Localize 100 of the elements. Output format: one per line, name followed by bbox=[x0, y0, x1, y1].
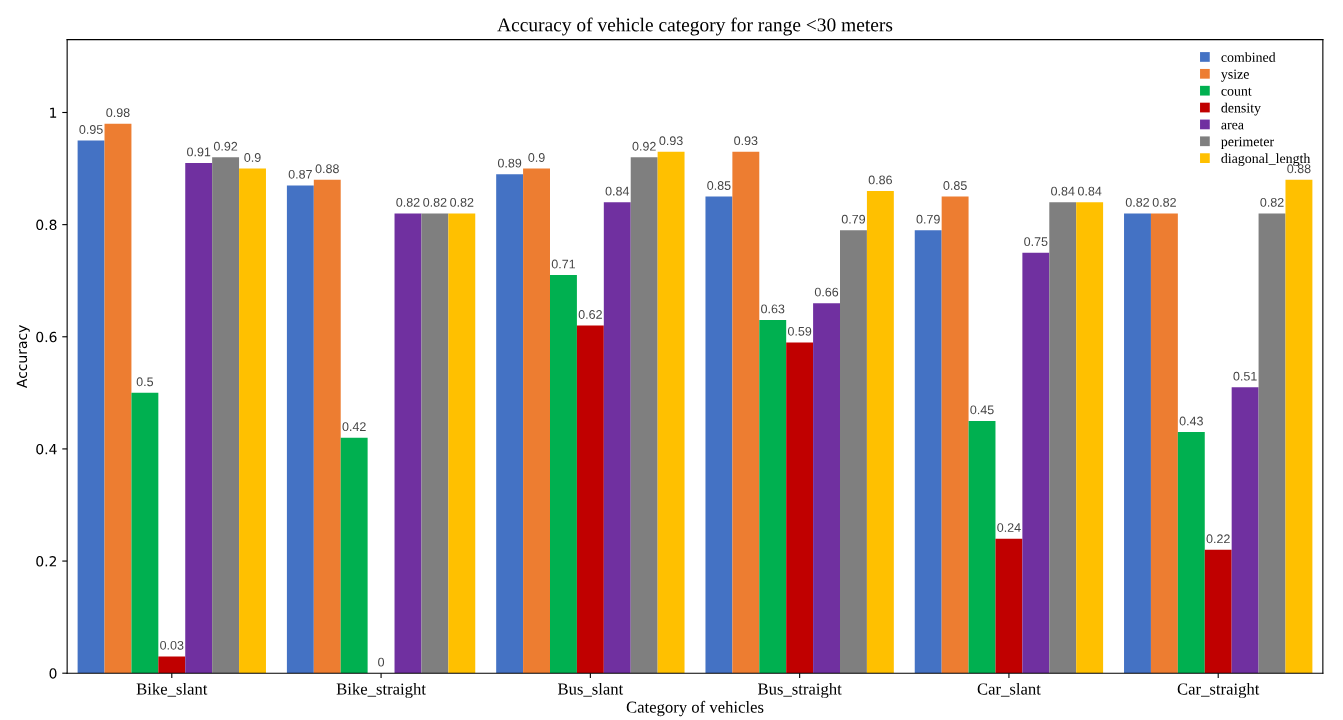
x-axis-title: Category of vehicles bbox=[626, 700, 764, 717]
x-tick-label: Bus_slant bbox=[557, 682, 624, 697]
bar bbox=[1022, 252, 1050, 674]
data-label: 0 bbox=[378, 657, 385, 667]
bar bbox=[313, 179, 341, 674]
data-label: 0.59 bbox=[787, 326, 812, 336]
bar bbox=[732, 151, 760, 674]
data-label: 0.62 bbox=[578, 310, 602, 319]
legend-label: perimeter bbox=[1221, 136, 1274, 150]
data-label: 0.98 bbox=[106, 108, 130, 118]
data-label: 0.84 bbox=[1077, 186, 1102, 196]
data-label: 0.82 bbox=[1152, 197, 1176, 207]
y-tick-label: 0.6 bbox=[36, 331, 57, 343]
legend-label: density bbox=[1221, 102, 1261, 116]
data-label: 0.85 bbox=[707, 181, 731, 190]
data-label: 0.88 bbox=[315, 164, 339, 174]
legend-label: area bbox=[1221, 122, 1244, 130]
bar bbox=[968, 420, 996, 674]
bar bbox=[496, 174, 524, 674]
data-label: 0.91 bbox=[187, 147, 211, 157]
bar bbox=[158, 656, 186, 674]
x-tick-label: Bike_slant bbox=[136, 682, 208, 697]
data-label: 0.75 bbox=[1024, 237, 1048, 247]
bar bbox=[1258, 213, 1286, 674]
y-tick-label: 1 bbox=[50, 107, 57, 118]
bar bbox=[212, 157, 240, 674]
bar bbox=[523, 168, 550, 674]
bar bbox=[1124, 213, 1151, 674]
data-label: 0.84 bbox=[605, 186, 630, 196]
data-label: 0.82 bbox=[423, 197, 447, 207]
bar bbox=[1231, 387, 1259, 674]
bar bbox=[448, 213, 476, 674]
data-label: 0.87 bbox=[288, 169, 312, 179]
data-label: 0.9 bbox=[244, 153, 261, 162]
bar bbox=[239, 168, 266, 674]
bar bbox=[131, 392, 159, 674]
y-tick-label: 0.2 bbox=[36, 556, 57, 567]
legend-label: combined bbox=[1221, 52, 1276, 62]
bar bbox=[941, 196, 969, 674]
data-label: 0.93 bbox=[659, 136, 683, 146]
bar bbox=[394, 213, 422, 674]
bar bbox=[866, 190, 894, 674]
bar bbox=[786, 342, 814, 674]
data-label: 0.03 bbox=[160, 640, 184, 650]
data-label: 0.82 bbox=[450, 197, 474, 207]
legend-label: ysize bbox=[1221, 69, 1249, 82]
data-label: 0.85 bbox=[943, 181, 967, 190]
data-label: 0.43 bbox=[1179, 416, 1203, 426]
bar bbox=[421, 213, 449, 674]
legend-label: count bbox=[1221, 87, 1252, 96]
y-tick-label: 0.8 bbox=[36, 219, 57, 231]
data-label: 0.22 bbox=[1206, 534, 1230, 544]
data-label: 0.24 bbox=[997, 523, 1021, 532]
bar bbox=[1177, 432, 1205, 674]
x-tick-label: Car_straight bbox=[1177, 682, 1260, 699]
data-label: 0.88 bbox=[1287, 164, 1311, 174]
bar bbox=[840, 230, 867, 674]
data-label: 0.82 bbox=[1125, 197, 1150, 207]
bar bbox=[185, 162, 213, 674]
bar bbox=[1285, 179, 1313, 674]
bar bbox=[630, 157, 658, 674]
bar bbox=[603, 202, 631, 674]
bar bbox=[705, 196, 733, 674]
bar bbox=[813, 303, 841, 674]
data-label: 0.92 bbox=[213, 141, 238, 151]
bar bbox=[77, 140, 105, 674]
y-tick-label: 0 bbox=[49, 668, 57, 679]
bar bbox=[576, 325, 604, 674]
data-label: 0.92 bbox=[632, 141, 656, 151]
legend-label: diagonal_length bbox=[1221, 153, 1311, 166]
data-label: 0.5 bbox=[136, 377, 154, 387]
data-label: 0.42 bbox=[342, 422, 366, 432]
data-label: 0.79 bbox=[916, 214, 940, 224]
data-label: 0.82 bbox=[396, 197, 420, 207]
data-label: 0.66 bbox=[814, 287, 839, 297]
bar bbox=[550, 275, 577, 674]
y-tick-label: 0.4 bbox=[36, 443, 57, 455]
bar bbox=[995, 538, 1023, 674]
data-label: 0.71 bbox=[551, 259, 576, 269]
data-label: 0.9 bbox=[528, 153, 545, 162]
bar bbox=[1049, 202, 1077, 674]
data-label: 0.84 bbox=[1051, 186, 1075, 196]
x-tick-label: Car_slant bbox=[977, 682, 1041, 697]
data-label: 0.93 bbox=[734, 136, 758, 146]
bar bbox=[1076, 202, 1104, 674]
chart-title: Accuracy of vehicle category for range <30 meters bbox=[497, 17, 893, 36]
bar bbox=[340, 437, 368, 674]
data-label: 0.82 bbox=[1260, 197, 1284, 207]
bar bbox=[657, 151, 685, 674]
bar bbox=[104, 123, 132, 674]
bar bbox=[759, 319, 787, 674]
data-label: 0.95 bbox=[79, 125, 103, 134]
data-label: 0.89 bbox=[497, 158, 522, 168]
data-label: 0.79 bbox=[841, 214, 866, 224]
data-label: 0.86 bbox=[868, 175, 892, 185]
data-label: 0.45 bbox=[970, 405, 994, 415]
x-tick-label: Bike_straight bbox=[336, 682, 426, 699]
bar bbox=[286, 185, 314, 674]
bar bbox=[1204, 549, 1232, 674]
bar bbox=[1150, 213, 1178, 674]
